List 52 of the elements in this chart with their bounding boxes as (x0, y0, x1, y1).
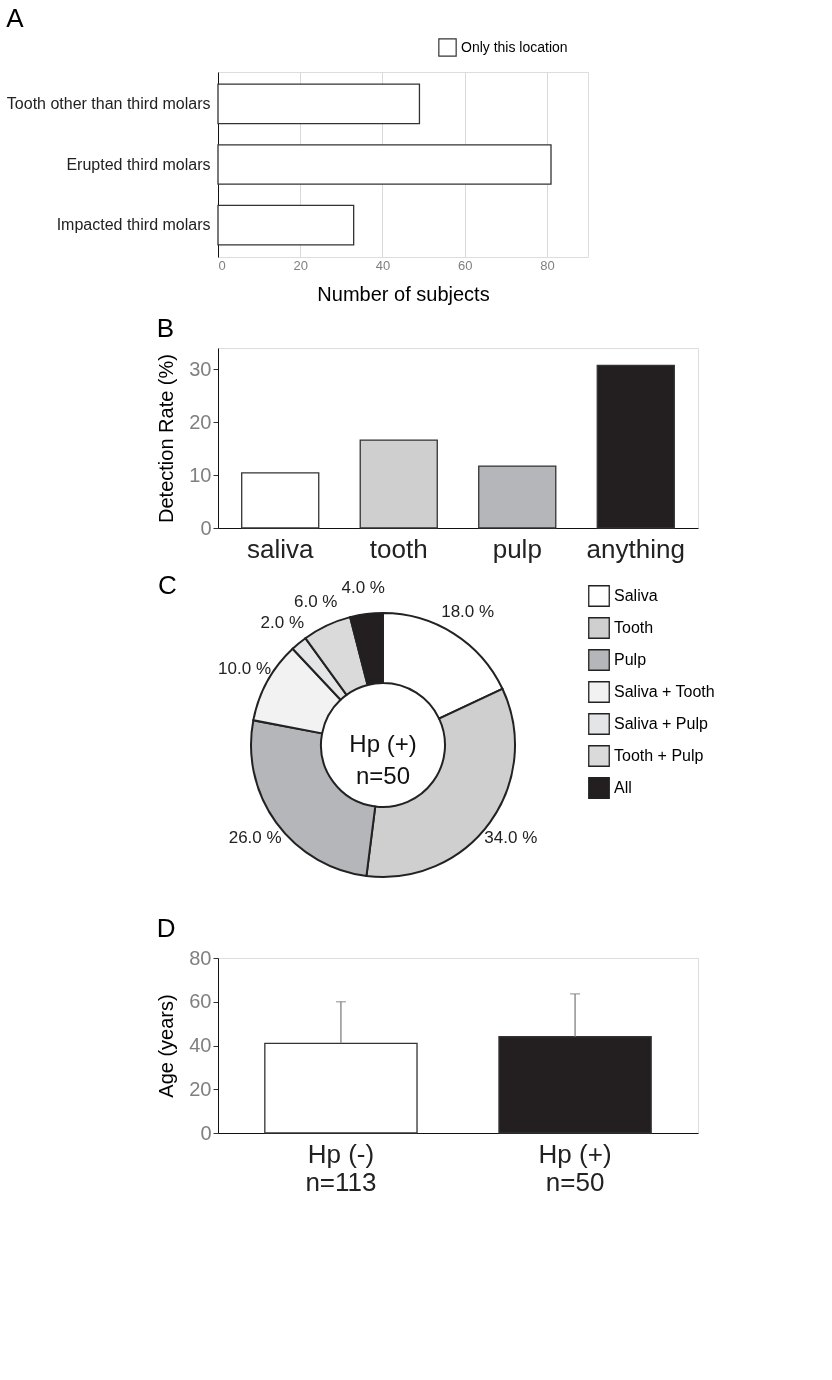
chart-title: D (156, 913, 176, 943)
text: Hp (+) n=50 (349, 730, 417, 789)
bar (478, 465, 557, 529)
bar (241, 472, 320, 529)
data-label: 34.0 % (484, 827, 538, 847)
bar (359, 439, 438, 529)
data-label: 10.0 % (218, 658, 272, 678)
y-tick-label: 0 (200, 1121, 212, 1144)
y-axis-title: Detection Rate (%) (155, 354, 178, 523)
bar (596, 364, 675, 529)
x-tick-label: pulp (492, 533, 542, 564)
legend-label: All (614, 779, 632, 796)
y-tick-label: 0 (200, 516, 212, 539)
bar (217, 144, 552, 185)
bar (217, 83, 421, 125)
legend-label: Saliva + Tooth (614, 683, 715, 700)
y-tick-label: Impacted third molars (56, 216, 211, 234)
data-label: 4.0 % (341, 578, 385, 598)
x-axis-title: Number of subjects (317, 282, 490, 305)
data-label: 6.0 % (293, 592, 338, 612)
legend-label: Tooth + Pulp (614, 747, 704, 764)
x-tick-label: 0 (218, 257, 226, 273)
data-label: 2.0 % (260, 613, 305, 633)
y-axis-title: Age (years) (155, 994, 178, 1098)
x-tick-label: 40 (375, 257, 391, 273)
y-tick-label: 10 (189, 463, 212, 486)
bar (217, 204, 355, 246)
data-label: 26.0 % (228, 827, 282, 847)
y-tick-label: Tooth other than third molars (6, 94, 211, 112)
legend-label: Pulp (614, 651, 647, 668)
x-tick-label: tooth (369, 533, 428, 564)
legend-label: Saliva + Pulp (614, 715, 708, 732)
data-label: 18.0 % (441, 601, 495, 621)
x-tick-label: 80 (540, 257, 555, 273)
x-tick-label: saliva (246, 533, 314, 564)
legend-label: Only this location (461, 38, 568, 55)
x-tick-label: Hp (-) n=113 (305, 1138, 377, 1197)
legend-label: Tooth (614, 619, 654, 636)
y-tick-label: 20 (189, 410, 212, 433)
y-tick-label: 40 (189, 1034, 212, 1056)
y-tick-label: 30 (189, 357, 212, 380)
x-tick-label: 60 (457, 257, 473, 273)
chart-title: C (158, 570, 177, 601)
legend-label: Saliva (614, 587, 658, 604)
y-tick-label: 80 (189, 946, 212, 969)
chart-title: B (156, 313, 175, 343)
chart-title: A (6, 3, 25, 33)
y-tick-label: Erupted third molars (66, 155, 211, 173)
y-tick-label: 20 (189, 1077, 212, 1100)
y-tick-label: 60 (189, 990, 212, 1013)
x-tick-label: anything (586, 533, 685, 564)
x-tick-label: 20 (293, 257, 308, 273)
